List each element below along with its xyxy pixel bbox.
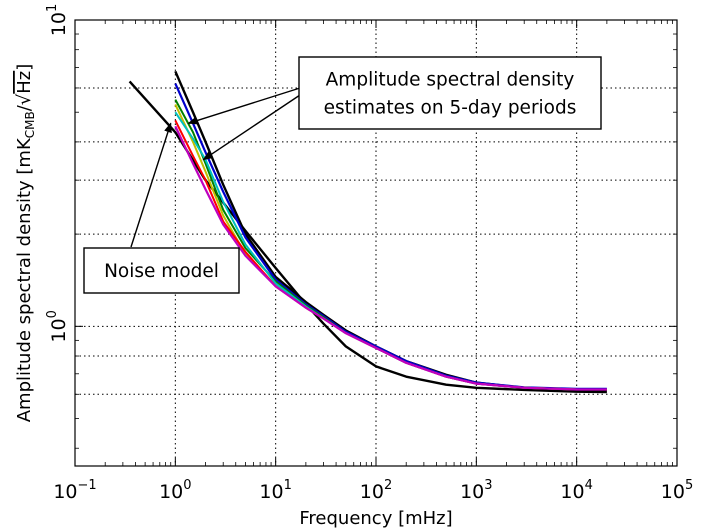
x-tick-label-base: 10 — [661, 481, 685, 503]
annotation-2: Noise model — [83, 122, 240, 294]
x-tick-label-exponent: 2 — [384, 478, 392, 493]
annotation-text-line: estimates on 5-day periods — [324, 97, 577, 118]
x-tick-label: 101 — [259, 478, 291, 503]
y-axis-label: Amplitude spectral density [mKCMB/√Hz] — [14, 64, 37, 423]
x-tick-label: 100 — [159, 478, 191, 503]
y-axis-label-slash: /√ — [14, 93, 35, 111]
y-tick-label-exponent: 1 — [45, 4, 60, 12]
y-tick-label-base: 10 — [48, 318, 70, 342]
x-tick-label: 10−1 — [53, 478, 96, 503]
x-tick-label-base: 10 — [360, 481, 384, 503]
x-tick-label-exponent: 0 — [183, 478, 191, 493]
annotation-text-line: Amplitude spectral density — [326, 69, 575, 90]
x-tick-label-exponent: 1 — [284, 478, 292, 493]
annotation-box — [298, 56, 602, 130]
x-tick-label: 105 — [661, 478, 693, 503]
x-tick-label: 103 — [460, 478, 492, 503]
annotation-arrow — [130, 122, 172, 248]
series-group — [128, 70, 607, 394]
y-tick-label-base: 10 — [48, 12, 70, 36]
annotations: Amplitude spectral density estimates on 5… — [83, 56, 602, 294]
x-axis-label: Frequency [mHz] — [299, 508, 452, 529]
y-tick-label-exponent: 0 — [45, 310, 60, 318]
series-line-7 — [174, 120, 607, 391]
y-axis-label-close: ] — [14, 64, 35, 71]
x-tick-label-exponent: 4 — [585, 478, 593, 493]
x-tick-label-base: 10 — [159, 481, 183, 503]
x-tick-label-base: 10 — [259, 481, 283, 503]
annotation-box — [83, 247, 240, 294]
annotation-arrow — [202, 94, 301, 161]
x-tick-label-exponent: 3 — [484, 478, 492, 493]
x-tick-label-base: 10 — [53, 481, 77, 503]
series-line-6 — [174, 111, 607, 391]
x-tick-label-exponent: 5 — [685, 478, 693, 493]
y-axis-label-sqrt-arg: Hz — [14, 71, 35, 94]
x-tick-label-base: 10 — [560, 481, 584, 503]
annotation-text-line: Noise model — [104, 261, 219, 282]
y-axis-label-main: Amplitude spectral density [mK — [14, 137, 35, 422]
y-axis-label-subscript: CMB — [23, 111, 37, 138]
x-tick-label-base: 10 — [460, 481, 484, 503]
y-tick-label: 100 — [45, 310, 70, 342]
series-line-8 — [174, 125, 607, 391]
x-tick-label: 104 — [560, 478, 592, 503]
annotation-1: Amplitude spectral density estimates on 5… — [187, 56, 602, 161]
axis-labels: Frequency [mHz] Amplitude spectral densi… — [14, 64, 453, 529]
x-tick-label: 102 — [360, 478, 392, 503]
annotation-arrow — [187, 87, 301, 125]
grid — [75, 20, 677, 466]
x-tick-label-exponent: −1 — [78, 478, 97, 493]
y-tick-label: 101 — [45, 4, 70, 36]
